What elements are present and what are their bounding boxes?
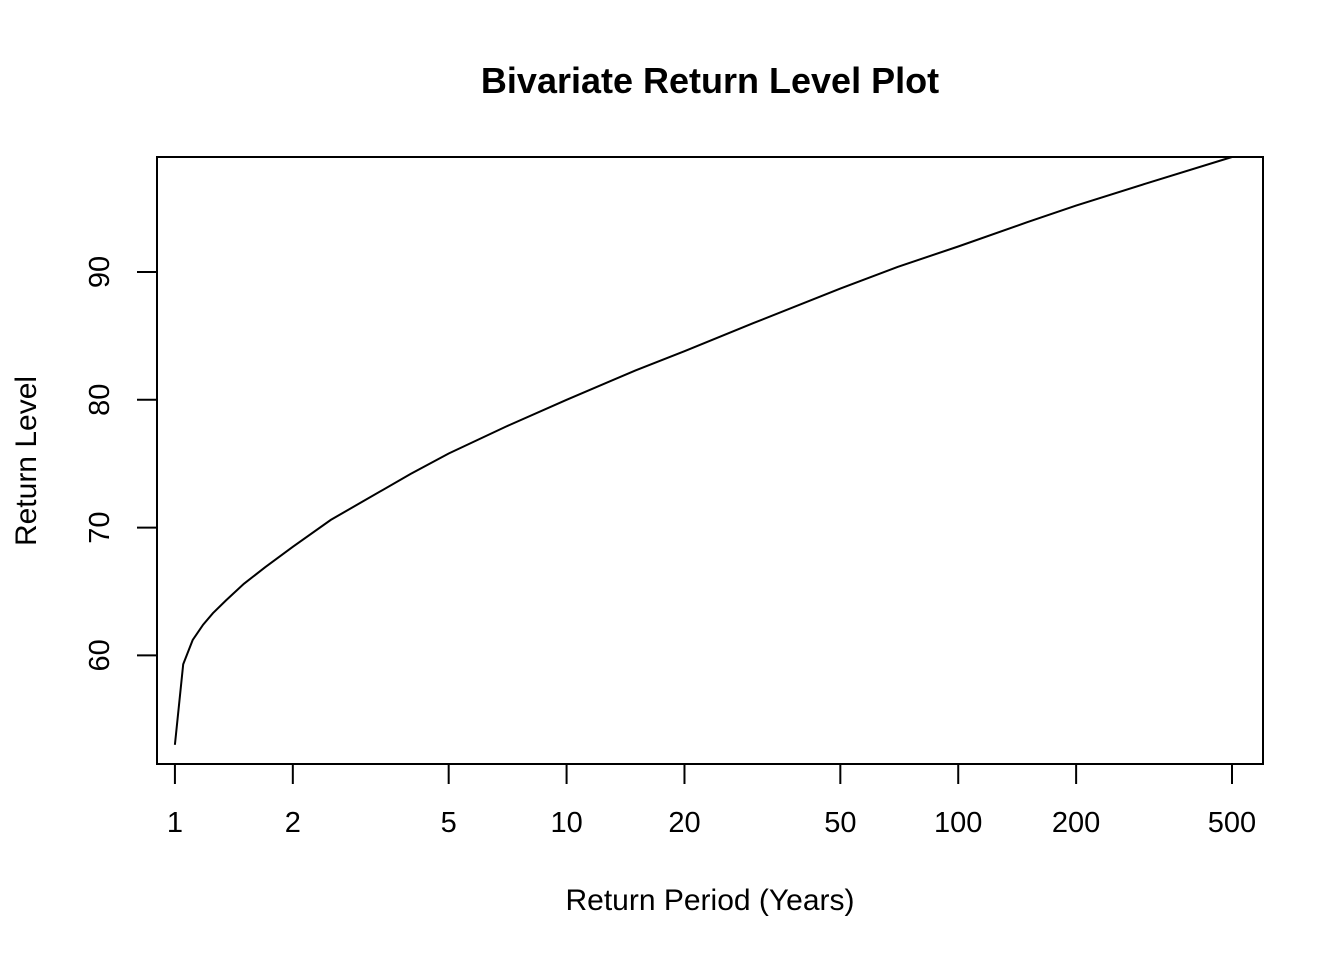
x-tick-label: 5 (441, 807, 457, 839)
x-tick-label: 1 (167, 807, 183, 839)
y-tick-label: 60 (84, 639, 116, 671)
y-axis: 60 70 80 90 (84, 256, 157, 672)
x-axis: 1 2 5 10 20 50 100 200 500 (167, 764, 1256, 839)
chart-title: Bivariate Return Level Plot (481, 60, 939, 101)
x-tick-label: 20 (668, 807, 700, 839)
x-tick-label: 10 (550, 807, 582, 839)
x-tick-label: 100 (934, 807, 982, 839)
y-axis-title: Return Level (10, 376, 43, 546)
x-tick-label: 2 (285, 807, 301, 839)
x-tick-label: 50 (824, 807, 856, 839)
y-tick-label: 70 (84, 511, 116, 543)
y-tick-label: 90 (84, 256, 116, 288)
x-axis-title: Return Period (Years) (565, 884, 854, 917)
return-level-line (173, 156, 1233, 745)
x-tick-label: 200 (1052, 807, 1100, 839)
plot-frame (156, 156, 1264, 765)
y-tick-label: 80 (84, 384, 116, 416)
x-tick-label: 500 (1208, 807, 1256, 839)
